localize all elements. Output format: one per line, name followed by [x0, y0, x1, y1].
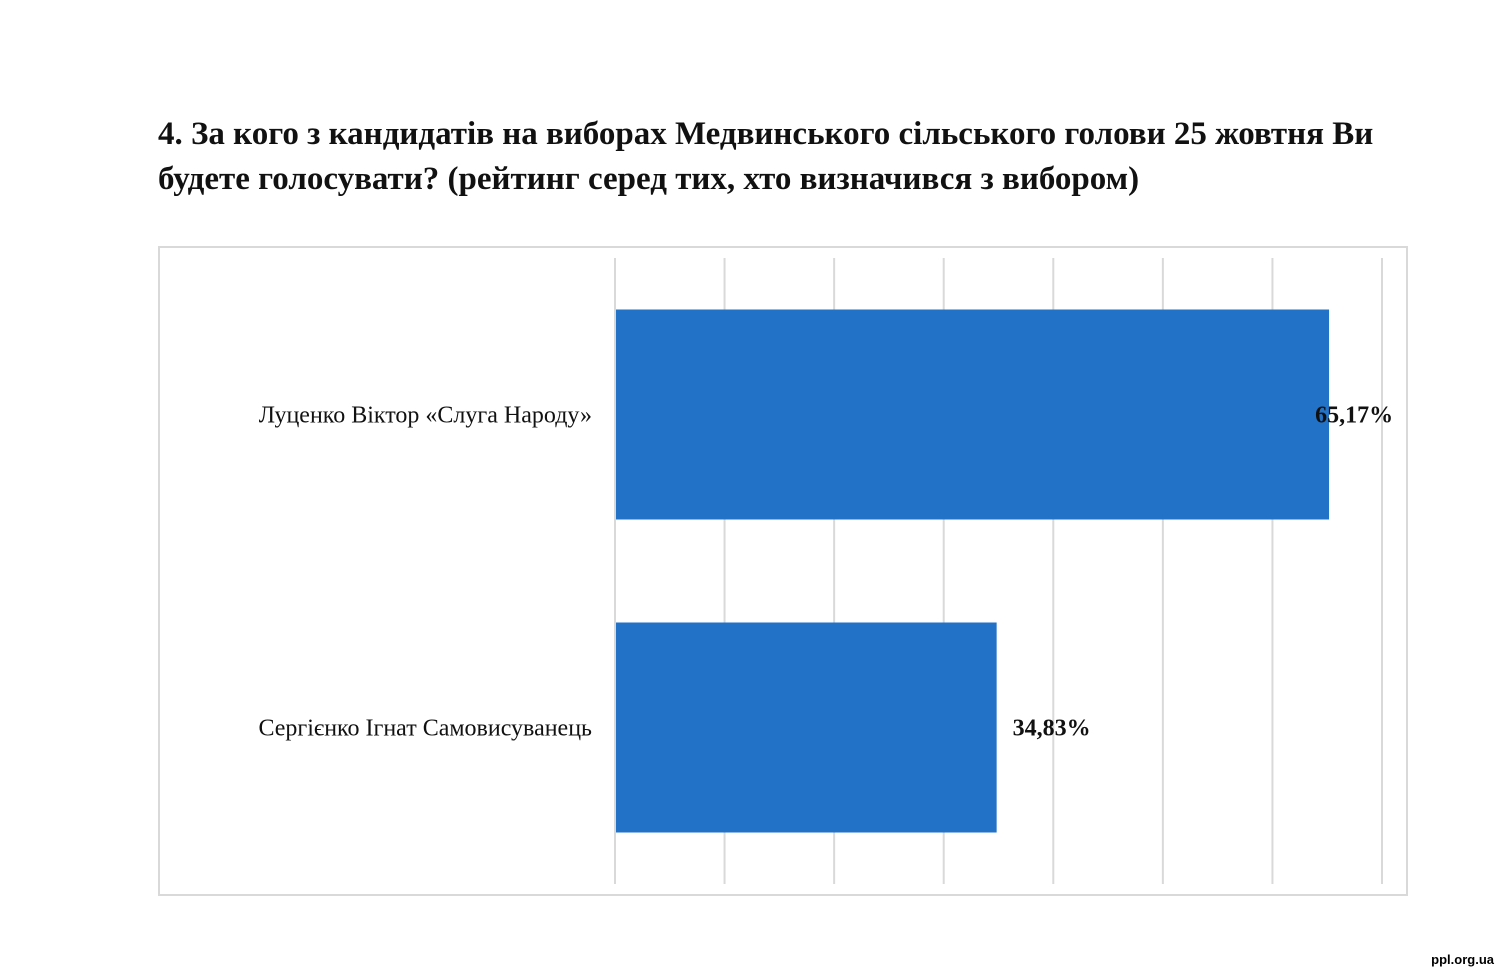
data-label: 34,83% [1013, 716, 1091, 742]
category-label: Сергієнко Ігнат Самовисуванець [258, 716, 592, 742]
data-label: 65,17% [1315, 403, 1393, 429]
bar [615, 622, 997, 833]
category-label: Луценко Віктор «Слуга Народу» [259, 403, 592, 429]
chart-title: 4. За кого з кандидатів на виборах Медви… [158, 116, 1374, 197]
watermark: ppl.org.ua [1431, 952, 1494, 967]
bar [615, 309, 1330, 520]
